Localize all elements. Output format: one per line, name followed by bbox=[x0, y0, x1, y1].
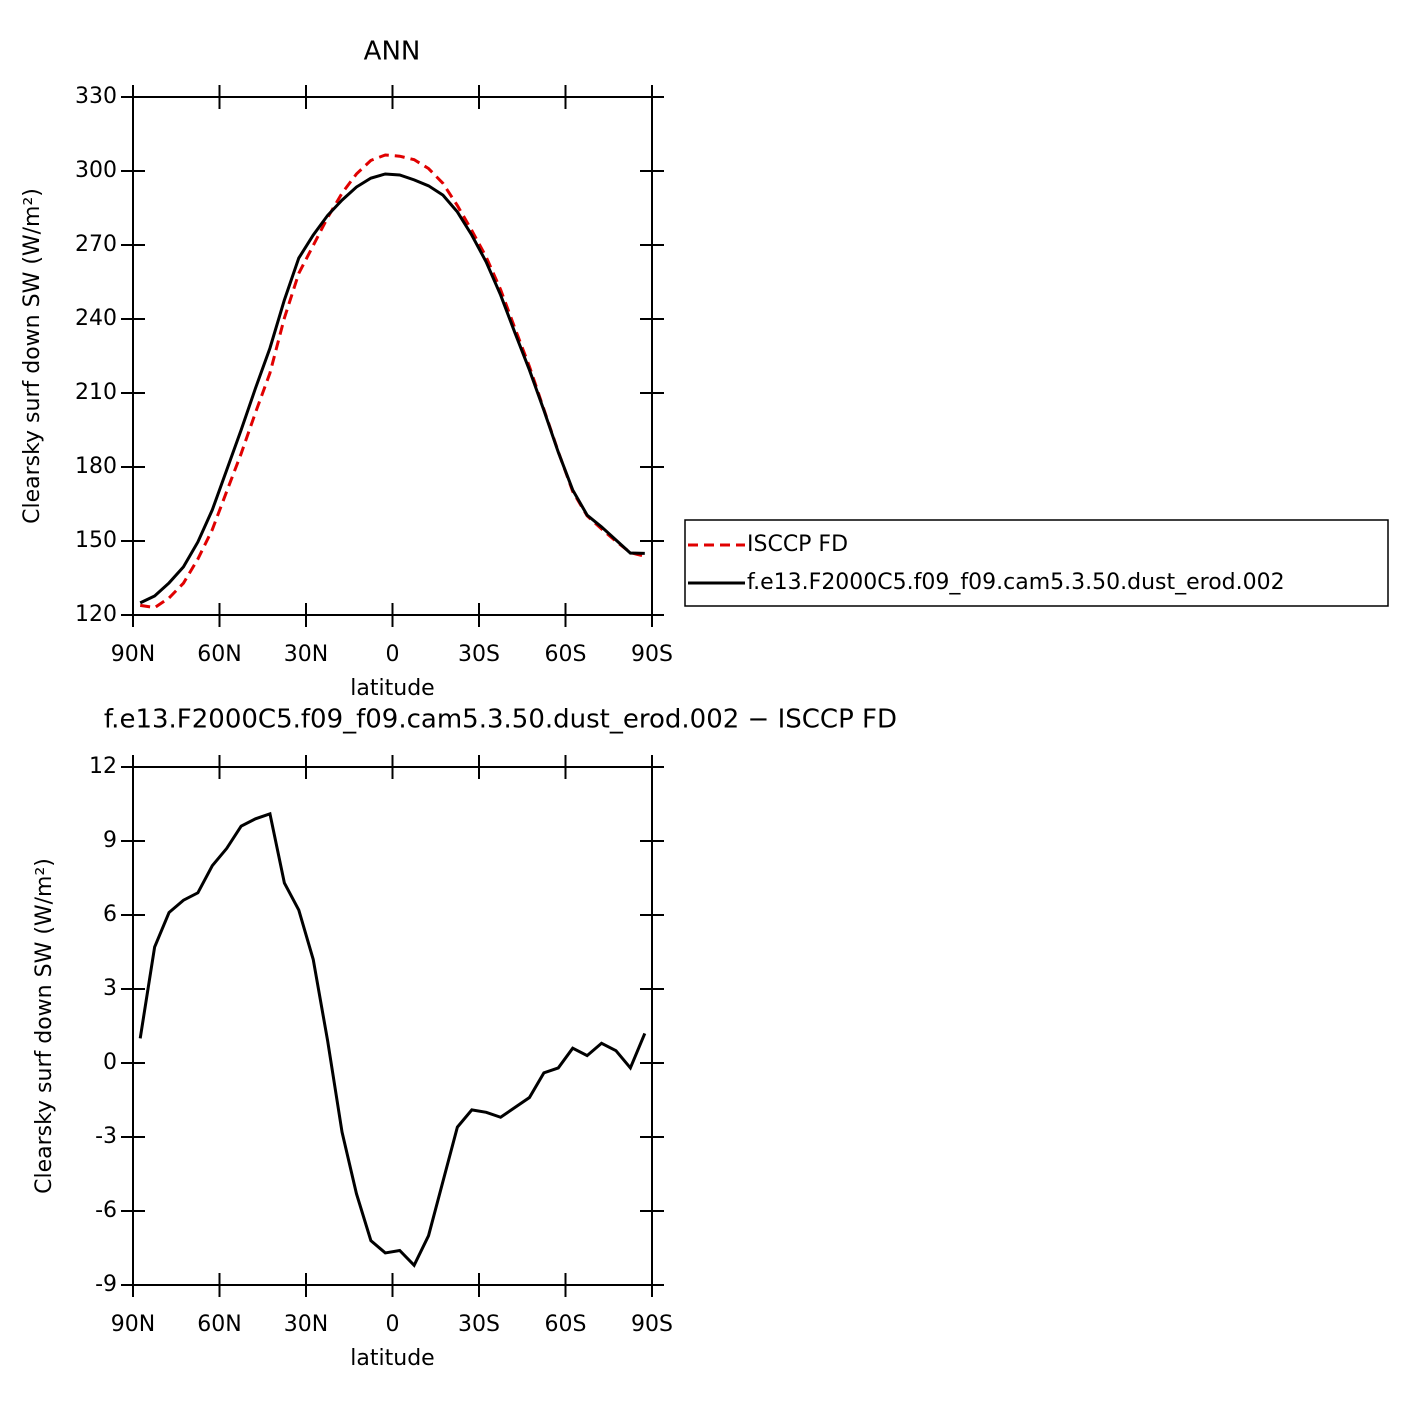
x-tick-label: 60S bbox=[545, 642, 587, 667]
y-tick-label: -6 bbox=[95, 1198, 117, 1223]
x-tick-label: 60N bbox=[197, 642, 241, 667]
y-tick-label: 0 bbox=[103, 1050, 117, 1075]
data-line bbox=[139, 172, 645, 605]
legend-label: ISCCP FD bbox=[747, 532, 848, 557]
y-tick-label: 270 bbox=[75, 232, 117, 257]
y-tick-label: -9 bbox=[95, 1272, 117, 1297]
data-line bbox=[138, 811, 647, 1268]
x-tick-label: 90S bbox=[631, 642, 673, 667]
legend-box bbox=[684, 519, 1389, 607]
y-tick-label: -3 bbox=[95, 1124, 117, 1149]
y-tick-label: 210 bbox=[75, 380, 117, 405]
y-tick-label: 330 bbox=[75, 84, 117, 109]
chart-title: f.e13.F2000C5.f09_f09.cam5.3.50.dust_ero… bbox=[104, 705, 897, 735]
x-tick-label: 30S bbox=[458, 642, 500, 667]
chart-title: ANN bbox=[364, 37, 421, 67]
y-tick-label: 6 bbox=[103, 902, 117, 927]
y-tick-label: 3 bbox=[103, 976, 117, 1001]
x-tick-label: 60N bbox=[197, 1312, 241, 1337]
y-tick-label: 9 bbox=[103, 828, 117, 853]
y-tick-label: 150 bbox=[75, 528, 117, 553]
x-tick-label: 90N bbox=[111, 642, 155, 667]
data-line bbox=[139, 153, 646, 610]
x-tick-label: 60S bbox=[545, 1312, 587, 1337]
y-tick-label: 180 bbox=[75, 454, 117, 479]
x-tick-label: 90S bbox=[631, 1312, 673, 1337]
y-tick-label: 12 bbox=[89, 754, 117, 779]
y-tick-label: 300 bbox=[75, 158, 117, 183]
x-tick-label: 30S bbox=[458, 1312, 500, 1337]
plot-frame bbox=[132, 766, 653, 1286]
x-tick-label: 30N bbox=[284, 1312, 328, 1337]
legend-label: f.e13.F2000C5.f09_f09.cam5.3.50.dust_ero… bbox=[747, 570, 1285, 595]
y-tick-label: 240 bbox=[75, 306, 117, 331]
x-tick-label: 0 bbox=[386, 642, 400, 667]
y-axis-label: Clearsky surf down SW (W/m²) bbox=[20, 188, 45, 524]
x-tick-label: 0 bbox=[386, 1312, 400, 1337]
y-axis-label: Clearsky surf down SW (W/m²) bbox=[32, 858, 57, 1194]
y-tick-label: 120 bbox=[75, 602, 117, 627]
x-tick-label: 30N bbox=[284, 642, 328, 667]
x-axis-label: latitude bbox=[350, 1346, 434, 1371]
x-axis-label: latitude bbox=[350, 676, 434, 701]
x-tick-label: 90N bbox=[111, 1312, 155, 1337]
